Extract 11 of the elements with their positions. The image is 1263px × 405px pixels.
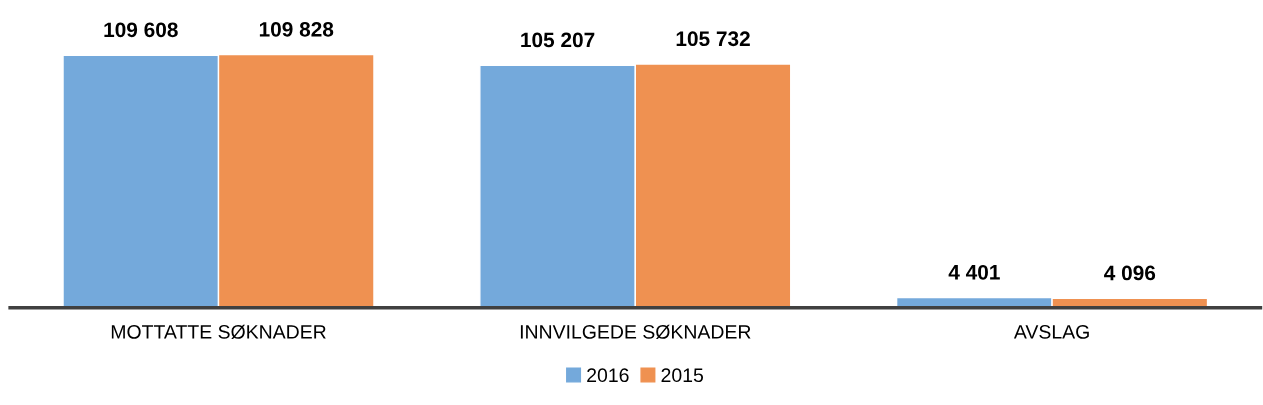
data-label: 105 207 xyxy=(521,32,595,48)
data-label: 109 828 xyxy=(259,21,334,37)
legend-label: 2016 xyxy=(587,368,629,383)
data-label: 109 608 xyxy=(104,22,178,38)
x-tick-label: MOTTATTE SØKNADER xyxy=(111,324,326,340)
data-label: 4 401 xyxy=(948,264,1000,280)
x-tick-label: AVSLAG xyxy=(1013,324,1089,339)
data-label: 105 732 xyxy=(676,31,750,47)
data-label: 4 096 xyxy=(1104,265,1156,281)
legend-label: 2015 xyxy=(661,368,704,383)
x-tick-label: INNVILGEDE SØKNADER xyxy=(520,324,751,340)
